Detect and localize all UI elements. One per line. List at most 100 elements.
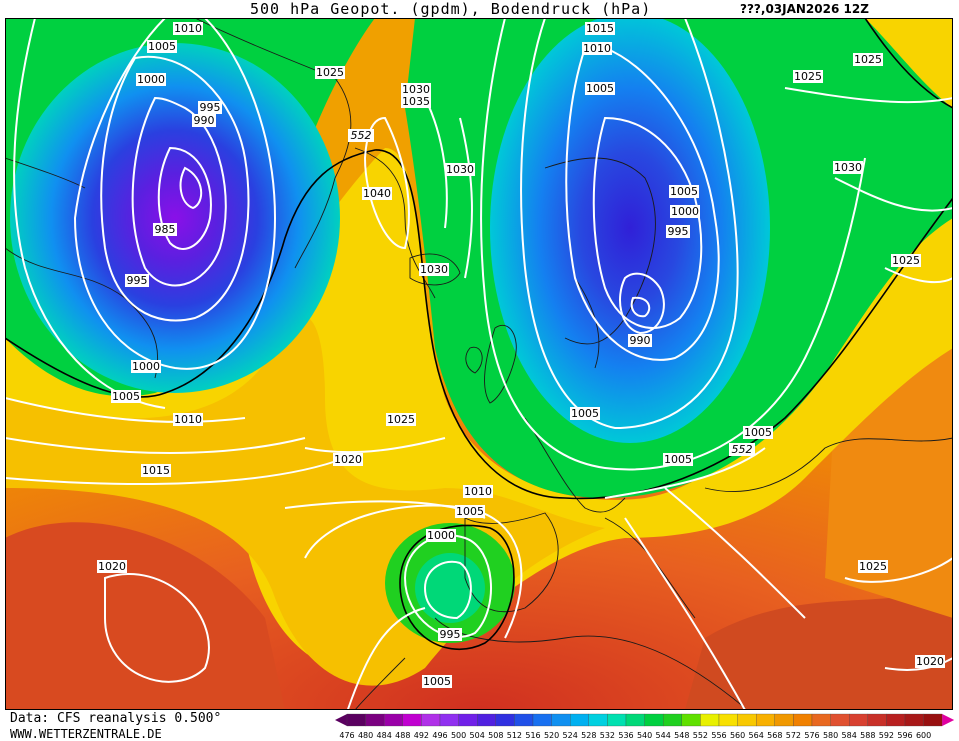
svg-text:1025: 1025 — [794, 70, 822, 83]
legend-swatch — [793, 713, 813, 727]
legend-level-label: 540 — [637, 731, 652, 740]
legend-swatch — [756, 713, 775, 727]
isobar-label: 1040 — [362, 187, 392, 200]
isobar-label: 1015 — [141, 464, 171, 477]
isobar-label: 1010 — [173, 22, 203, 35]
legend-level-label: 572 — [786, 731, 801, 740]
legend-arrow-high — [942, 714, 955, 726]
svg-text:552: 552 — [732, 443, 753, 456]
isobar-label: 1005 — [743, 426, 773, 439]
map-title: 500 hPa Geopot. (gpdm), Bodendruck (hPa) — [250, 0, 652, 18]
legend-swatch — [588, 713, 608, 727]
africa-coast — [354, 617, 746, 710]
legend-swatch — [811, 713, 831, 727]
legend-swatch — [867, 713, 887, 727]
isobar-label: 1005 — [111, 390, 141, 403]
isobar-label: 1020 — [97, 560, 127, 573]
isobar-label: 1000 — [136, 73, 166, 86]
isobar-label: 1005 — [422, 675, 452, 688]
legend-level-label: 536 — [618, 731, 633, 740]
svg-text:990: 990 — [194, 114, 215, 127]
legend-level-label: 504 — [470, 731, 485, 740]
isobar-label: 1025 — [858, 560, 888, 573]
svg-text:1010: 1010 — [464, 485, 492, 498]
svg-text:1010: 1010 — [174, 22, 202, 35]
legend-swatch — [830, 713, 850, 727]
isobar-label: 1000 — [131, 360, 161, 373]
legend-level-label: 560 — [730, 731, 745, 740]
isobar-label: 1000 — [670, 205, 700, 218]
legend-swatch — [458, 713, 478, 727]
legend-level-label: 520 — [544, 731, 559, 740]
legend-level-label: 500 — [451, 731, 466, 740]
svg-text:1020: 1020 — [334, 453, 362, 466]
legend-swatch — [551, 713, 571, 727]
legend-level-label: 564 — [749, 731, 764, 740]
northeast-high — [865, 18, 953, 108]
weather-map: 1010 1005 1000 995 990 985 995 1000 1005… — [5, 18, 953, 710]
isobar-label: 990 — [628, 334, 652, 347]
svg-text:1015: 1015 — [586, 22, 614, 35]
svg-text:1000: 1000 — [132, 360, 160, 373]
isobar-label: 995 — [438, 628, 462, 641]
legend-arrow-low — [335, 714, 347, 726]
svg-text:1005: 1005 — [664, 453, 692, 466]
legend-swatch — [681, 713, 701, 727]
legend-level-label: 556 — [711, 731, 726, 740]
isobar-label: 1005 — [570, 407, 600, 420]
legend-labels: 476 480 484 488 492 496 500 504 508 512 516 520 524 5… — [339, 731, 931, 740]
isobar-label: 995 — [198, 101, 222, 114]
svg-text:1005: 1005 — [586, 82, 614, 95]
svg-text:990: 990 — [630, 334, 651, 347]
isobar-label: 1010 — [582, 42, 612, 55]
isobar-label: 1030 — [401, 83, 431, 96]
legend-level-label: 596 — [897, 731, 912, 740]
svg-text:995: 995 — [127, 274, 148, 287]
legend-level-label: 576 — [804, 731, 819, 740]
svg-text:1005: 1005 — [744, 426, 772, 439]
svg-text:1025: 1025 — [892, 254, 920, 267]
legend-swatch — [421, 713, 441, 727]
iceland-coast — [409, 253, 461, 286]
svg-text:1005: 1005 — [571, 407, 599, 420]
legend-swatch — [904, 713, 924, 727]
isobar-labels: 1010 1005 1000 995 990 985 995 1000 1005… — [97, 22, 945, 688]
data-source: Data: CFS reanalysis 0.500° — [10, 711, 222, 726]
legend-swatch — [532, 713, 552, 727]
legend-swatch — [346, 713, 366, 727]
isobar-label: 1030 — [445, 163, 475, 176]
legend-level-label: 544 — [656, 731, 671, 740]
height-label: 552 — [348, 129, 374, 142]
run-timestamp: ???,03JAN2026 12Z — [740, 2, 869, 16]
legend-swatch — [644, 713, 664, 727]
isobar-label: 1005 — [147, 40, 177, 53]
legend-boxes — [335, 713, 955, 727]
legend-swatch — [774, 713, 794, 727]
legend-level-label: 580 — [823, 731, 838, 740]
svg-text:1030: 1030 — [420, 263, 448, 276]
site-url: WWW.WETTERZENTRALE.DE — [10, 727, 162, 741]
svg-text:552: 552 — [351, 129, 372, 142]
legend-level-label: 584 — [842, 731, 857, 740]
legend-level-label: 532 — [600, 731, 615, 740]
isobar-label: 995 — [666, 225, 690, 238]
isobar-label: 1025 — [793, 70, 823, 83]
height-labels: 552 552 552 — [348, 129, 755, 456]
isobar-label: 995 — [125, 274, 149, 287]
svg-text:995: 995 — [440, 628, 461, 641]
isobar-label: 1010 — [173, 413, 203, 426]
map-frame — [5, 18, 953, 710]
isobar-label: 1025 — [386, 413, 416, 426]
isobar-label: 1020 — [333, 453, 363, 466]
svg-text:1025: 1025 — [387, 413, 415, 426]
isobar-label: 1000 — [426, 529, 456, 542]
svg-text:1005: 1005 — [148, 40, 176, 53]
isobar-label: 1010 — [463, 485, 493, 498]
legend-swatch — [495, 713, 515, 727]
svg-text:995: 995 — [668, 225, 689, 238]
legend-swatch — [849, 713, 868, 727]
legend-level-label: 600 — [916, 731, 931, 740]
legend-swatch — [570, 713, 589, 727]
legend-swatch — [439, 713, 459, 727]
legend-swatch — [514, 713, 534, 727]
